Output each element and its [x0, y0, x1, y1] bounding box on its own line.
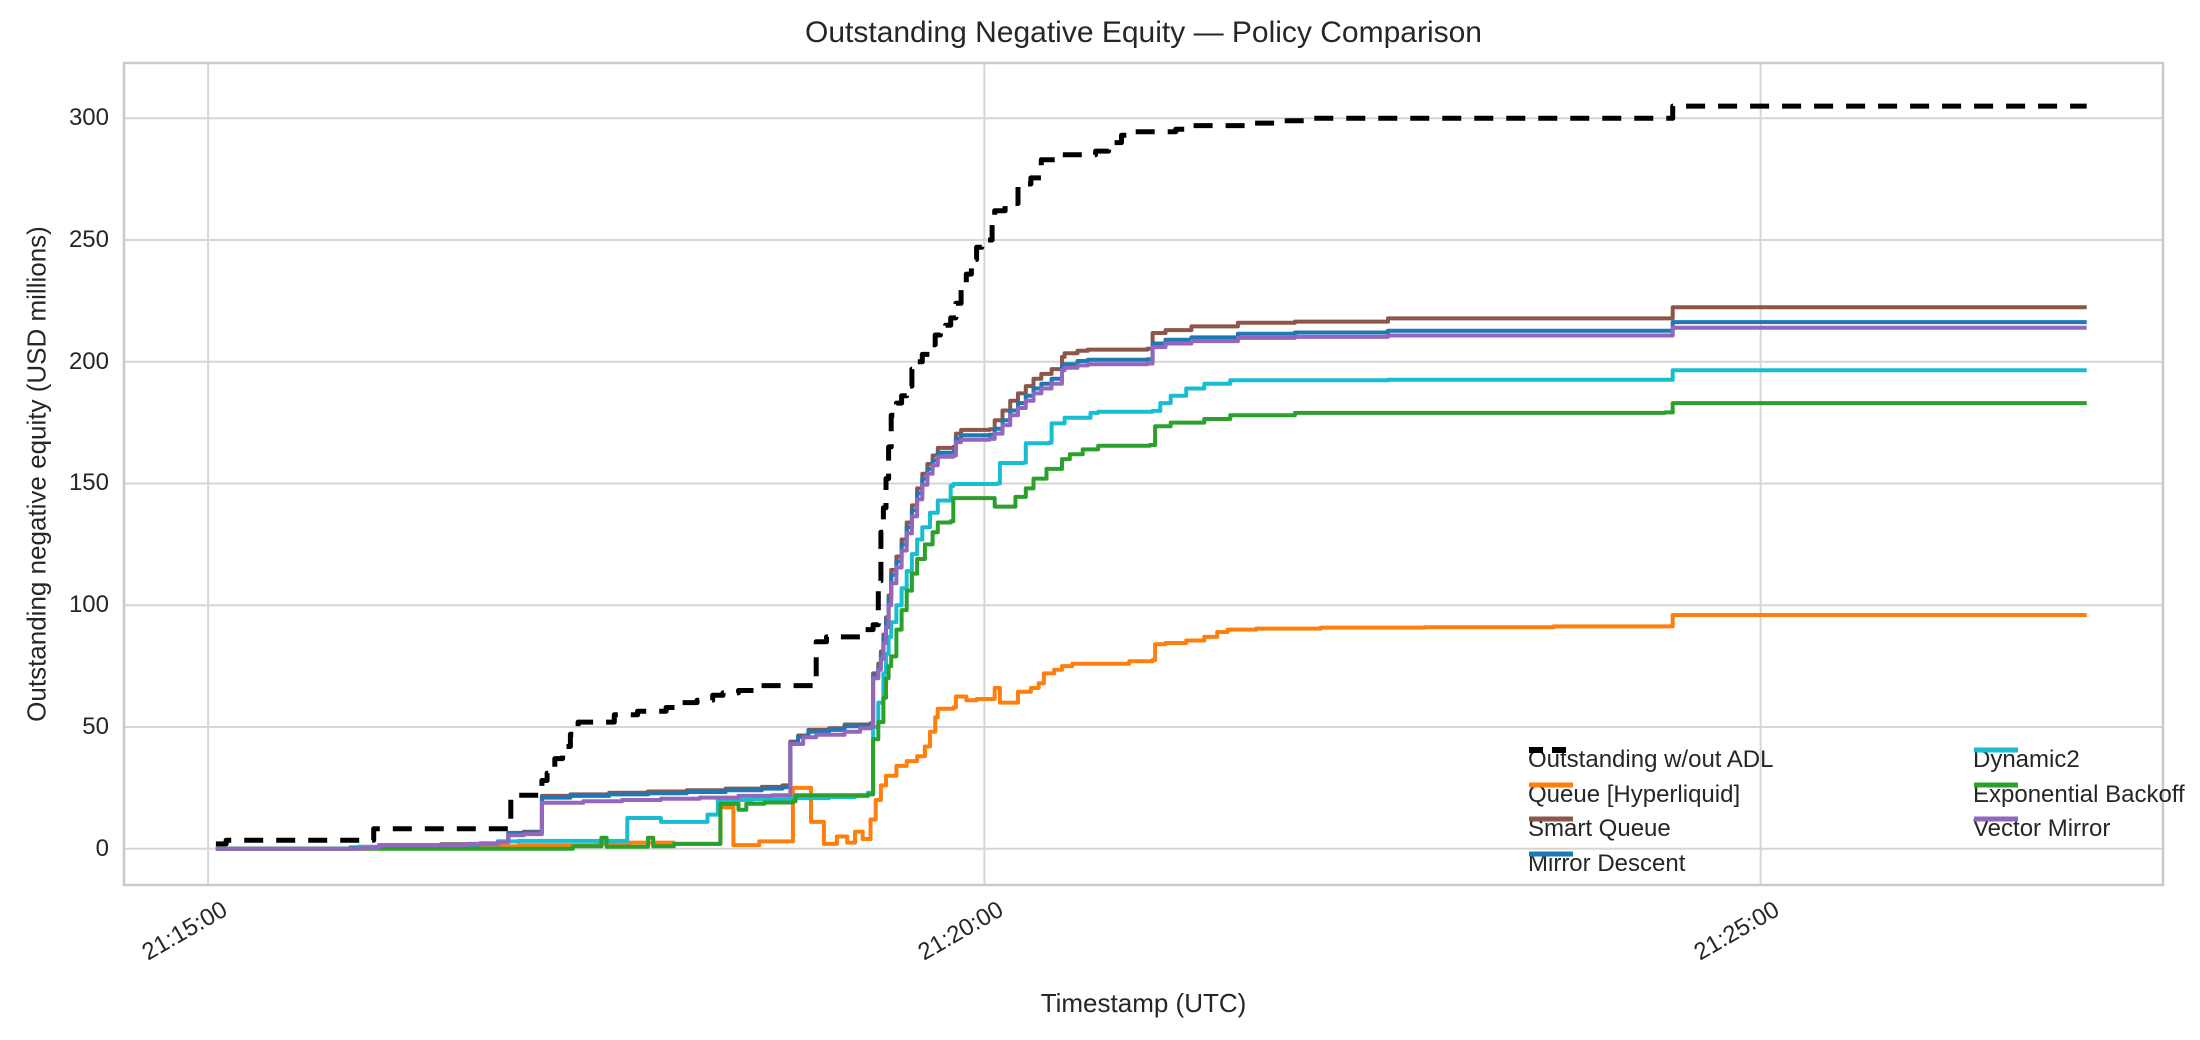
series-line-outstanding-w-out-adl [215, 103, 2087, 847]
x-axis-label: Timestamp (UTC) [1040, 988, 1247, 1018]
series-group [215, 103, 2087, 851]
series-line-mirror-descent [215, 320, 2087, 851]
y-tick-label-150: 150 [68, 469, 109, 497]
y-tick-label-200: 200 [68, 347, 109, 375]
plot-border [122, 61, 2165, 887]
y-tick-label-250: 250 [68, 226, 109, 253]
y-tick-label-50: 50 [82, 712, 109, 740]
y-tick-label-300: 300 [68, 104, 109, 132]
series-line-smart-queue [215, 305, 2087, 851]
series-line-vector-mirror [215, 325, 2087, 851]
chart-title: Outstanding Negative Equity — Policy Com… [805, 16, 1482, 49]
series-line-queue-hyperliquid- [215, 613, 2087, 851]
y-tick-label-0: 0 [95, 834, 109, 862]
y-tick-label-100: 100 [68, 591, 109, 619]
series-line-exponential-backoff [215, 401, 2087, 851]
series-line-dynamic2 [215, 368, 2087, 851]
